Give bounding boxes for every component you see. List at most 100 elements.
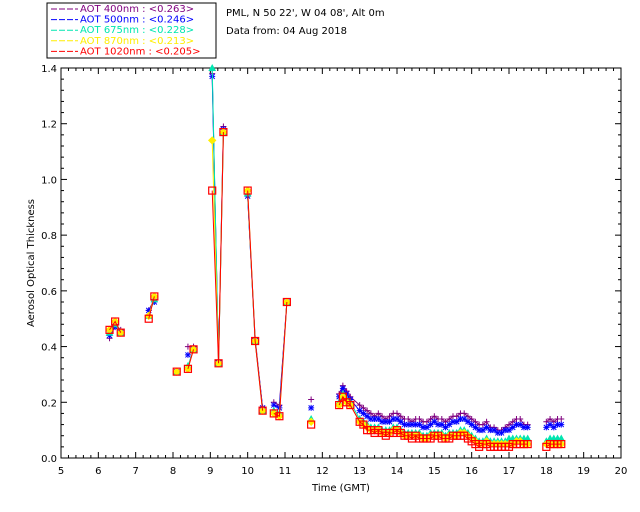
data-point [189,345,198,354]
data-point [251,336,260,346]
x-tick-label: 10 [241,466,254,477]
data-point [416,416,423,422]
data-point [506,427,512,434]
x-tick-label: 9 [207,466,213,477]
data-point [397,413,404,420]
data-point [401,421,408,428]
data-point [214,359,223,368]
data-point [461,416,468,422]
data-point [306,417,316,426]
data-point [420,424,427,431]
data-point [390,416,397,422]
data-point [258,406,267,415]
y-tick-label: 1.2 [41,120,57,131]
data-point [423,418,430,425]
data-point [379,413,386,420]
data-point [367,416,374,422]
series-line [109,132,562,448]
data-point [523,439,532,449]
data-point [270,402,277,409]
data-point [208,186,217,195]
data-point [483,418,490,425]
x-tick-label: 12 [316,466,329,477]
data-point [524,424,531,431]
x-tick-label: 13 [353,466,366,477]
data-point [502,427,509,434]
data-point [408,421,415,428]
data-point [517,416,524,422]
data-point [405,421,412,428]
data-point [547,421,554,428]
data-point [379,418,386,425]
y-tick-label: 1.4 [41,64,57,75]
data-point [431,413,438,420]
data-point [275,412,284,421]
data-point [479,427,486,434]
date-info: Data from: 04 Aug 2018 [226,26,347,37]
data-point [543,424,550,431]
data-point [375,416,382,422]
data-point [219,127,228,137]
data-point [457,416,464,422]
data-point [498,429,505,436]
series-line [109,73,562,431]
data-point [339,385,346,392]
data-point [145,307,152,314]
data-point [172,367,181,376]
data-point [308,396,315,403]
data-point [494,429,501,436]
data-point [269,409,278,418]
data-point [427,421,434,428]
data-point [356,402,363,409]
data-point [464,418,471,425]
x-tick-label: 17 [503,466,516,477]
data-point [558,421,565,428]
data-point [282,297,291,307]
data-point [442,424,449,431]
plot-frame [60,67,622,459]
data-point [468,421,475,428]
data-point [150,292,159,301]
x-tick-label: 6 [95,466,101,477]
x-tick-label: 20 [615,466,628,477]
data-point [356,407,363,414]
data-point [472,418,479,425]
x-tick-label: 8 [170,466,176,477]
data-point [386,413,393,420]
data-point [509,424,516,431]
data-point [483,424,490,431]
series-line [109,67,562,442]
series-4 [105,127,566,451]
data-point [397,418,404,425]
data-point [461,410,468,417]
series-line [109,132,562,445]
data-point [446,421,453,428]
data-point [431,418,438,425]
legend-label: AOT 870nm : <0.213> [80,36,194,47]
data-point [405,416,412,422]
data-point [360,410,367,417]
y-tick-label: 0.8 [41,231,57,242]
data-point [547,416,554,422]
data-point [479,421,486,428]
data-point [554,421,561,428]
data-point [144,314,153,323]
data-point [346,400,355,410]
y-tick-label: 0.4 [41,343,57,354]
data-point [394,410,400,417]
data-point [472,424,479,431]
data-point [382,418,389,425]
data-point [207,136,217,145]
x-tick-label: 15 [428,466,441,477]
series-line [109,76,562,434]
y-tick-label: 1.0 [41,175,57,186]
series-2 [105,63,566,445]
legend-label: AOT 500nm : <0.246> [80,15,194,26]
data-point [307,420,316,429]
x-axis: 5 6 7 8 9 10 11 12 13 14 15 16 17 18 19 20 [58,68,628,477]
legend: AOT 400nm : <0.263>AOT 500nm : <0.246>AO… [46,2,217,59]
data-point [520,424,527,431]
data-point [550,424,557,431]
data-point [184,351,191,358]
data-point [438,416,445,422]
